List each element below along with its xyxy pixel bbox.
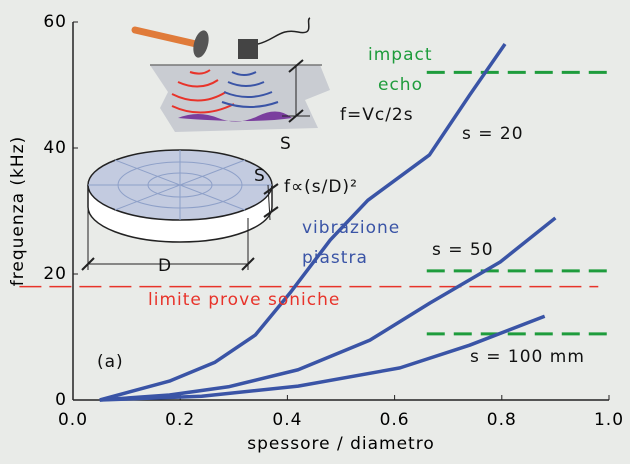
x-tick-label: 0.8 [487, 410, 517, 430]
series-label: s = 100 mm [470, 347, 585, 367]
y-axis-label: frequenza (kHz) [8, 136, 28, 286]
illustration [82, 18, 330, 270]
annotation: D [158, 256, 172, 276]
annotation: (a) [97, 352, 124, 372]
series-label: s = 20 [462, 124, 524, 144]
annotation: f=Vc/2s [340, 105, 414, 125]
annotation: vibrazione [302, 218, 400, 238]
chart: spessore / diametro frequenza (kHz) 0.00… [0, 0, 630, 464]
x-axis-label: spessore / diametro [247, 434, 434, 454]
annotation: impact [368, 45, 433, 65]
y-tick-label: 0 [55, 390, 67, 410]
y-tick-label: 40 [43, 138, 67, 158]
annotation: echo [378, 75, 423, 95]
series-label: s = 50 [432, 240, 494, 260]
x-tick-label: 0.4 [272, 410, 302, 430]
annotation: limite prove soniche [148, 290, 340, 310]
y-tick-label: 20 [43, 264, 67, 284]
annotation: f∝(s/D)² [284, 177, 358, 197]
annotation: S [280, 134, 292, 154]
x-tick-label: 0.6 [380, 410, 410, 430]
y-tick-label: 60 [43, 12, 67, 32]
annotation: piastra [302, 248, 368, 268]
annotation: S [254, 166, 266, 186]
x-tick-label: 0.2 [165, 410, 195, 430]
x-tick-label: 0.0 [58, 410, 88, 430]
x-tick-label: 1.0 [594, 410, 624, 430]
